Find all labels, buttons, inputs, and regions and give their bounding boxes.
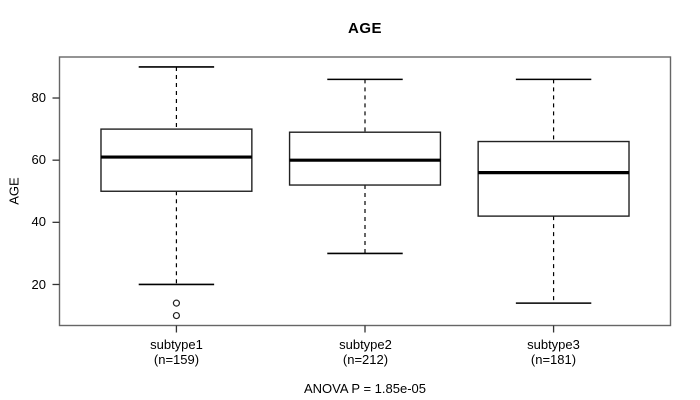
group-count: (n=181) — [530, 352, 577, 367]
x-group-label-subtype3: subtype3 (n=181) — [478, 337, 629, 367]
y-tick-label-80: 80 — [31, 90, 46, 106]
group-name: subtype1 — [150, 337, 203, 352]
outlier-point — [172, 311, 181, 320]
y-tick-label-20: 20 — [31, 276, 46, 292]
chart-title: AGE — [347, 20, 382, 37]
x-group-label-subtype2: subtype2 (n=212) — [290, 337, 441, 367]
anova-p-value: ANOVA P = 1.85e-05 — [303, 381, 426, 396]
group-count: (n=159) — [153, 352, 200, 367]
y-tick-label-40: 40 — [31, 214, 46, 230]
group-count: (n=212) — [342, 352, 389, 367]
iqr-box — [100, 128, 253, 192]
iqr-box — [477, 140, 630, 217]
group-name: subtype2 — [339, 337, 392, 352]
outlier-point — [172, 299, 181, 307]
group-name: subtype3 — [527, 337, 580, 352]
x-group-label-subtype1: subtype1 (n=159) — [101, 337, 252, 367]
y-tick-label-60: 60 — [31, 152, 46, 168]
